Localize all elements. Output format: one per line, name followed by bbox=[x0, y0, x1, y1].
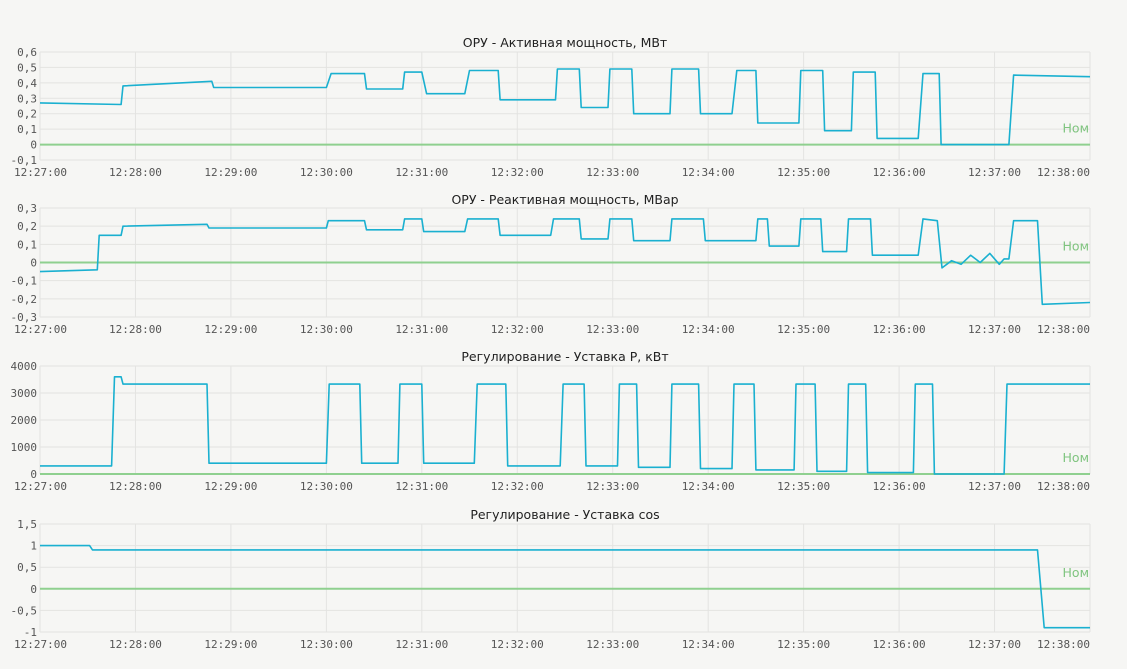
x-tick-label: 12:33:00 bbox=[586, 638, 639, 651]
x-tick-label: 12:27:00 bbox=[14, 480, 67, 493]
y-tick-label: 0 bbox=[30, 468, 37, 481]
y-tick-label: -0,5 bbox=[11, 604, 38, 617]
x-tick-label: 12:35:00 bbox=[777, 480, 830, 493]
x-tick-label: 12:33:00 bbox=[586, 480, 639, 493]
x-tick-label: 12:34:00 bbox=[682, 480, 735, 493]
x-tick-label: 12:32:00 bbox=[491, 323, 544, 336]
x-tick-label: 12:30:00 bbox=[300, 166, 353, 179]
x-tick-label: 12:27:00 bbox=[14, 166, 67, 179]
series-line bbox=[39, 218, 1091, 306]
chart-1: ОРУ - Активная мощность, МВт 12:27:00 12:2… bbox=[11, 35, 1091, 179]
y-tick-label: -1 bbox=[24, 626, 37, 639]
chart-4: Регулирование - Уставка cos 12:27:00 12:28… bbox=[11, 507, 1091, 651]
x-tick-label: 12:29:00 bbox=[204, 638, 257, 651]
x-tick-label: 12:30:00 bbox=[300, 480, 353, 493]
x-tick-label: 12:33:00 bbox=[586, 166, 639, 179]
x-tick-label: 12:34:00 bbox=[682, 638, 735, 651]
y-tick-label: 0,2 bbox=[17, 220, 37, 233]
chart-title: ОРУ - Реактивная мощность, МВар bbox=[451, 192, 678, 207]
y-tick-label: -0,3 bbox=[11, 311, 38, 324]
x-tick-label: 12:33:00 bbox=[586, 323, 639, 336]
nominal-label: Ном bbox=[1063, 565, 1089, 580]
nominal-label: Ном bbox=[1063, 450, 1089, 465]
x-tick-label: 12:37:00 bbox=[968, 323, 1021, 336]
x-tick-label: 12:32:00 bbox=[491, 480, 544, 493]
x-tick-label: 12:38:00 bbox=[1037, 638, 1090, 651]
series-line bbox=[39, 68, 1091, 146]
chart-title: ОРУ - Активная мощность, МВт bbox=[463, 35, 667, 50]
nominal-label: Ном bbox=[1063, 121, 1089, 136]
x-tick-label: 12:32:00 bbox=[491, 166, 544, 179]
x-tick-label: 12:35:00 bbox=[777, 323, 830, 336]
x-tick-label: 12:38:00 bbox=[1037, 166, 1090, 179]
y-tick-label: 0 bbox=[30, 139, 37, 152]
x-tick-label: 12:27:00 bbox=[14, 323, 67, 336]
x-tick-label: 12:34:00 bbox=[682, 323, 735, 336]
x-tick-label: 12:35:00 bbox=[777, 166, 830, 179]
y-tick-label: 0,3 bbox=[17, 92, 37, 105]
y-tick-label: 0,2 bbox=[17, 108, 37, 121]
x-tick-label: 12:27:00 bbox=[14, 638, 67, 651]
x-tick-label: 12:38:00 bbox=[1037, 323, 1090, 336]
y-tick-label: 0,4 bbox=[17, 77, 37, 90]
x-tick-label: 12:35:00 bbox=[777, 638, 830, 651]
x-tick-label: 12:28:00 bbox=[109, 166, 162, 179]
x-tick-label: 12:37:00 bbox=[968, 166, 1021, 179]
x-tick-label: 12:38:00 bbox=[1037, 480, 1090, 493]
y-tick-label: -0,2 bbox=[11, 293, 38, 306]
y-tick-label: 0,3 bbox=[17, 202, 37, 215]
series-line bbox=[40, 375, 1090, 475]
x-tick-label: 12:31:00 bbox=[395, 166, 448, 179]
chart-title: Регулирование - Уставка P, кВт bbox=[461, 349, 668, 364]
x-tick-label: 12:29:00 bbox=[204, 480, 257, 493]
x-tick-label: 12:36:00 bbox=[873, 638, 926, 651]
y-tick-label: -0,1 bbox=[11, 154, 38, 167]
x-tick-label: 12:32:00 bbox=[491, 638, 544, 651]
chart-3: Регулирование - Уставка P, кВт 12:27:00 12… bbox=[11, 349, 1091, 493]
x-tick-label: 12:34:00 bbox=[682, 166, 735, 179]
x-tick-label: 12:30:00 bbox=[300, 323, 353, 336]
y-tick-label: 4000 bbox=[11, 360, 38, 373]
x-tick-label: 12:29:00 bbox=[204, 323, 257, 336]
y-tick-label: 0,5 bbox=[17, 561, 37, 574]
y-tick-label: 1000 bbox=[11, 441, 38, 454]
x-tick-label: 12:31:00 bbox=[395, 638, 448, 651]
x-tick-label: 12:30:00 bbox=[300, 638, 353, 651]
series-line bbox=[40, 544, 1090, 629]
chart-2: ОРУ - Реактивная мощность, МВар 12:27:00 1… bbox=[11, 192, 1091, 336]
nominal-label: Ном bbox=[1063, 239, 1089, 254]
x-tick-label: 12:28:00 bbox=[109, 638, 162, 651]
y-tick-label: 0,1 bbox=[17, 238, 37, 251]
x-tick-label: 12:37:00 bbox=[968, 638, 1021, 651]
x-tick-label: 12:31:00 bbox=[395, 323, 448, 336]
y-tick-label: 2000 bbox=[11, 414, 38, 427]
x-tick-label: 12:28:00 bbox=[109, 323, 162, 336]
x-tick-label: 12:31:00 bbox=[395, 480, 448, 493]
y-tick-label: 3000 bbox=[11, 387, 38, 400]
x-tick-label: 12:28:00 bbox=[109, 480, 162, 493]
y-tick-label: 0,1 bbox=[17, 123, 37, 136]
y-tick-label: 0 bbox=[30, 583, 37, 596]
y-tick-label: 1 bbox=[30, 540, 37, 553]
x-tick-label: 12:37:00 bbox=[968, 480, 1021, 493]
y-tick-label: -0,1 bbox=[11, 275, 38, 288]
y-tick-label: 0 bbox=[30, 257, 37, 270]
y-tick-label: 0,6 bbox=[17, 46, 37, 59]
x-tick-label: 12:29:00 bbox=[204, 166, 257, 179]
chart-title: Регулирование - Уставка cos bbox=[470, 507, 659, 522]
y-tick-label: 0,5 bbox=[17, 61, 37, 74]
x-tick-label: 12:36:00 bbox=[873, 166, 926, 179]
x-tick-label: 12:36:00 bbox=[873, 323, 926, 336]
x-tick-label: 12:36:00 bbox=[873, 480, 926, 493]
y-tick-label: 1,5 bbox=[17, 518, 37, 531]
